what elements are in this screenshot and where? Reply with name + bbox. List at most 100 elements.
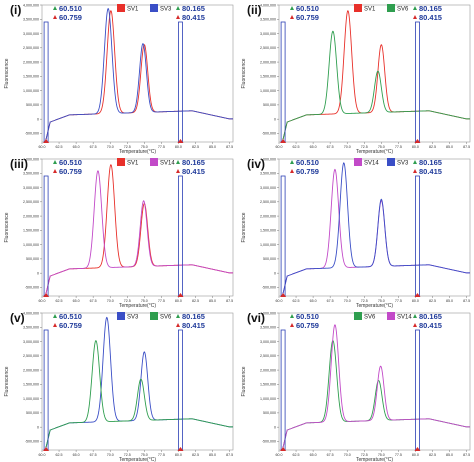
x-tick-label: 72.5 — [124, 453, 131, 457]
y-axis-label: Fluorescence — [4, 212, 10, 242]
x-tick-label: 72.5 — [361, 453, 368, 457]
x-tick-label: 77.5 — [395, 145, 402, 149]
x-tick-label: 77.5 — [395, 299, 402, 303]
x-tick-label: 67.5 — [90, 145, 97, 149]
right-marker-handle — [177, 293, 184, 297]
x-tick-label: 77.5 — [158, 145, 165, 149]
y-tick-label: 3,000,000 — [260, 32, 276, 36]
y-tick-label: 2,000,000 — [23, 60, 39, 64]
x-tick-label: 77.5 — [158, 299, 165, 303]
series-line-sv3 — [282, 162, 470, 294]
x-tick-label: 82.5 — [192, 299, 199, 303]
marker-arrow-icon — [290, 160, 294, 164]
x-axis-label: Temperature(°C) — [356, 303, 393, 309]
marker-arrow-icon — [413, 15, 417, 19]
x-tick-label: 77.5 — [158, 453, 165, 457]
x-tick-label: 65.0 — [310, 299, 317, 303]
y-tick-label: -500,000 — [262, 132, 276, 136]
panel-label: (v) — [10, 311, 25, 325]
legend-label: SV3 — [397, 161, 409, 167]
right-marker-handle — [414, 447, 421, 451]
chart-panel-1: 4,000,000 3,500,000 3,000,000 2,500,000 2,00… — [4, 3, 234, 155]
marker-value: 60.759 — [296, 167, 319, 176]
x-tick-label: 75.0 — [141, 145, 148, 149]
y-tick-label: 2,500,000 — [23, 354, 39, 358]
marker-value: 60.759 — [296, 321, 319, 330]
marker-arrow-icon — [413, 323, 417, 327]
marker-arrow-icon — [53, 15, 57, 19]
legend-swatch — [117, 4, 125, 12]
legend-swatch — [354, 158, 362, 166]
legend-swatch — [354, 4, 362, 12]
y-axis-label: Fluorescence — [241, 212, 247, 242]
y-tick-label: 3,500,000 — [260, 326, 276, 330]
x-tick-label: 87.5 — [226, 299, 233, 303]
marker-arrow-icon — [53, 160, 57, 164]
y-tick-label: 500,000 — [26, 103, 39, 107]
x-tick-label: 82.5 — [192, 453, 199, 457]
marker-value: 60.510 — [59, 4, 82, 13]
x-tick-label: 70.0 — [344, 299, 351, 303]
chart-panel-2: 4,000,000 3,500,000 3,000,000 2,500,000 2,00… — [241, 3, 471, 155]
marker-value: 60.759 — [59, 321, 82, 330]
marker-value: 80.165 — [419, 158, 442, 167]
x-tick-label: 80.0 — [412, 299, 419, 303]
y-tick-label: 2,500,000 — [260, 354, 276, 358]
x-tick-label: 75.0 — [378, 453, 385, 457]
x-tick-label: 85.0 — [446, 145, 453, 149]
marker-value: 60.510 — [296, 158, 319, 167]
marker-arrow-icon — [290, 169, 294, 173]
legend-label: SV14 — [160, 161, 175, 167]
marker-arrow-icon — [290, 15, 294, 19]
legend-label: SV6 — [364, 315, 376, 321]
plot-frame — [278, 158, 471, 297]
x-tick-label: 80.0 — [175, 299, 182, 303]
marker-arrow-icon — [413, 314, 417, 318]
y-tick-label: 1,000,000 — [260, 89, 276, 93]
x-axis-label: Temperature(°C) — [119, 303, 156, 309]
y-tick-label: 1,000,000 — [23, 397, 39, 401]
x-tick-label: 60.0 — [39, 453, 46, 457]
right-marker-handle — [177, 139, 184, 143]
x-axis-label: Temperature(°C) — [356, 457, 393, 462]
marker-value: 60.510 — [59, 312, 82, 321]
y-tick-label: -500,000 — [25, 132, 39, 136]
x-tick-label: 85.0 — [446, 299, 453, 303]
marker-arrow-icon — [53, 314, 57, 318]
y-tick-label: 2,000,000 — [23, 368, 39, 372]
x-tick-label: 62.5 — [56, 145, 63, 149]
y-tick-label: 0 — [274, 117, 276, 121]
y-axis-label: Fluorescence — [241, 58, 247, 88]
x-axis-label: Temperature(°C) — [119, 457, 156, 462]
legend-swatch — [354, 312, 362, 320]
x-tick-label: 72.5 — [124, 145, 131, 149]
y-tick-label: -500,000 — [25, 440, 39, 444]
right-marker-handle — [414, 293, 421, 297]
x-tick-label: 87.5 — [226, 453, 233, 457]
y-tick-label: 500,000 — [263, 411, 276, 415]
x-tick-label: 62.5 — [56, 453, 63, 457]
marker-arrow-icon — [53, 6, 57, 10]
y-tick-label: 2,000,000 — [23, 214, 39, 218]
marker-arrow-icon — [176, 160, 180, 164]
series-line-sv6 — [45, 340, 233, 448]
legend-swatch — [150, 4, 158, 12]
y-tick-label: 1,500,000 — [260, 229, 276, 233]
y-tick-label: 0 — [274, 425, 276, 429]
y-tick-label: 2,000,000 — [260, 214, 276, 218]
legend-swatch — [387, 4, 395, 12]
marker-value: 80.415 — [182, 167, 205, 176]
y-axis-label: Fluorescence — [4, 366, 10, 396]
left-marker-handle — [43, 447, 50, 451]
legend-swatch — [117, 158, 125, 166]
marker-value: 80.165 — [182, 4, 205, 13]
y-tick-label: 1,500,000 — [23, 75, 39, 79]
x-tick-label: 65.0 — [73, 453, 80, 457]
x-tick-label: 85.0 — [209, 145, 216, 149]
x-tick-label: 75.0 — [378, 299, 385, 303]
plot-frame — [41, 158, 234, 297]
x-tick-label: 82.5 — [429, 453, 436, 457]
marker-value: 80.165 — [182, 312, 205, 321]
x-tick-label: 67.5 — [327, 299, 334, 303]
